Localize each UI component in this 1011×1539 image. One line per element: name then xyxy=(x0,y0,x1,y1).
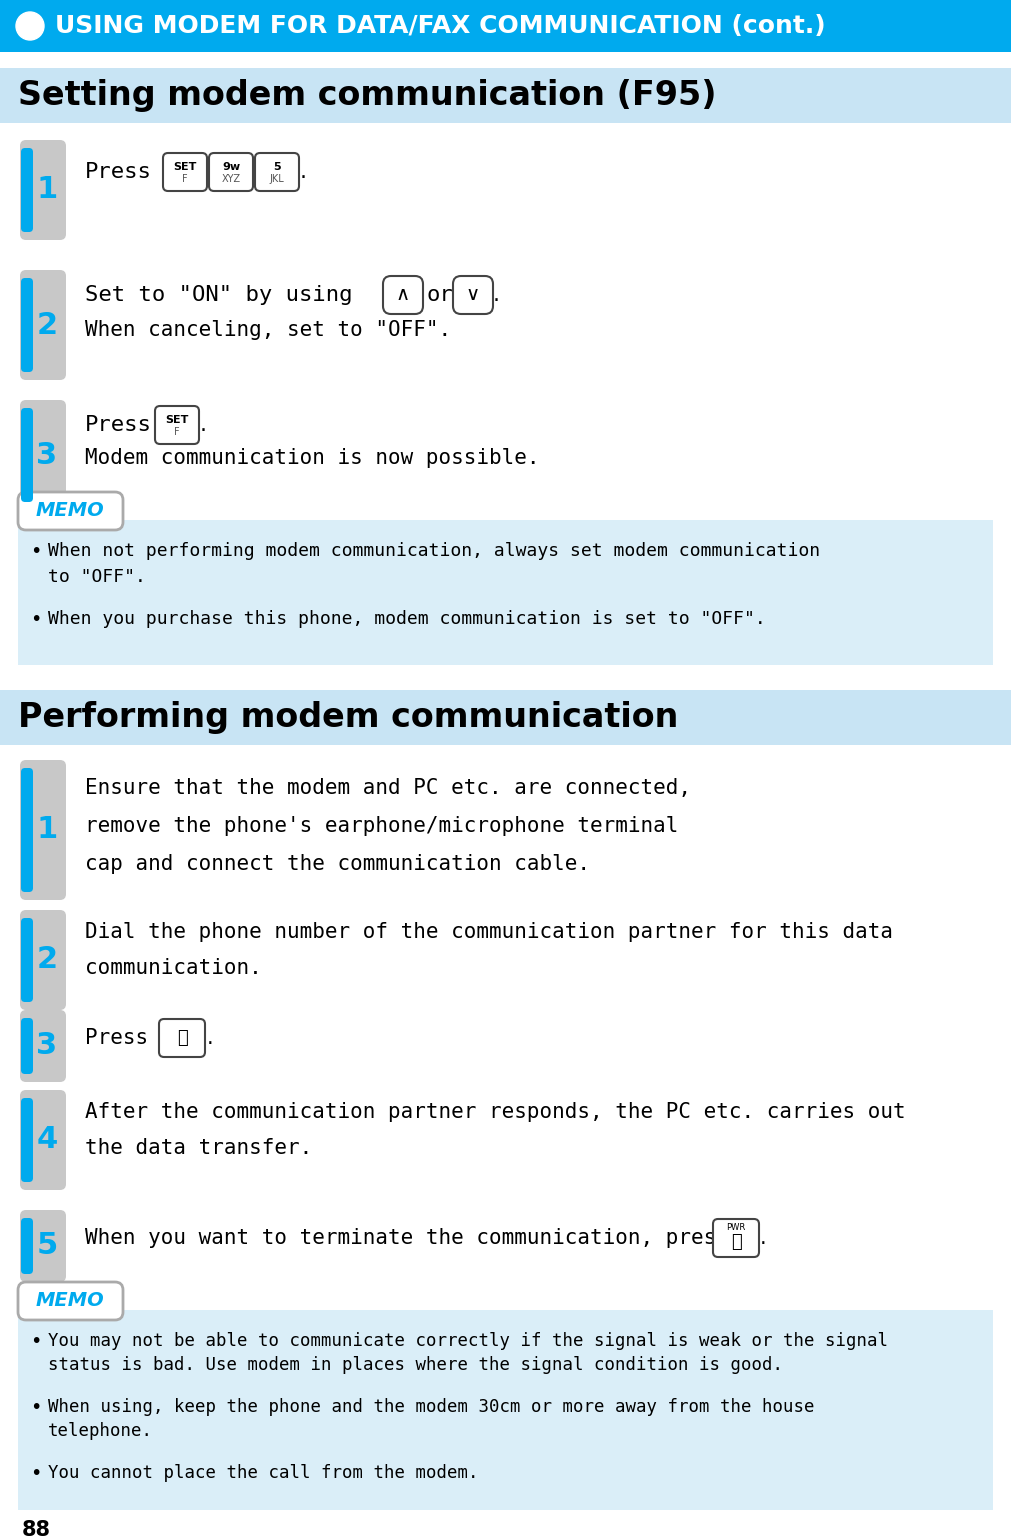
Text: •: • xyxy=(30,609,41,629)
Text: Press: Press xyxy=(85,162,152,182)
FancyBboxPatch shape xyxy=(21,1017,33,1074)
Text: .: . xyxy=(493,285,500,305)
FancyBboxPatch shape xyxy=(21,408,33,502)
Bar xyxy=(0,0,1011,52)
FancyBboxPatch shape xyxy=(20,760,66,900)
Text: 88: 88 xyxy=(22,1521,51,1539)
Text: .: . xyxy=(760,1228,766,1248)
Text: 4: 4 xyxy=(36,1125,58,1154)
Text: 9w: 9w xyxy=(222,162,240,172)
FancyBboxPatch shape xyxy=(255,152,299,191)
Text: Performing modem communication: Performing modem communication xyxy=(18,700,678,734)
Bar xyxy=(0,68,1011,123)
Text: F: F xyxy=(174,428,180,437)
Text: .: . xyxy=(300,162,307,182)
FancyBboxPatch shape xyxy=(21,148,33,232)
Text: Modem communication is now possible.: Modem communication is now possible. xyxy=(85,448,540,468)
Text: Ensure that the modem and PC etc. are connected,: Ensure that the modem and PC etc. are co… xyxy=(85,779,691,799)
Text: Press: Press xyxy=(85,1028,149,1048)
FancyBboxPatch shape xyxy=(383,275,423,314)
Bar xyxy=(0,689,1011,745)
Text: You cannot place the call from the modem.: You cannot place the call from the modem… xyxy=(48,1464,478,1482)
FancyBboxPatch shape xyxy=(21,1217,33,1274)
Text: 1: 1 xyxy=(36,175,58,205)
Text: When you want to terminate the communication, press: When you want to terminate the communica… xyxy=(85,1228,729,1248)
Text: cap and connect the communication cable.: cap and connect the communication cable. xyxy=(85,854,590,874)
FancyBboxPatch shape xyxy=(20,1090,66,1190)
Text: When you purchase this phone, modem communication is set to "OFF".: When you purchase this phone, modem comm… xyxy=(48,609,765,628)
FancyBboxPatch shape xyxy=(18,1282,123,1320)
Text: MEMO: MEMO xyxy=(35,1291,104,1311)
Text: or: or xyxy=(427,285,454,305)
Text: After the communication partner responds, the PC etc. carries out: After the communication partner responds… xyxy=(85,1102,906,1122)
Text: to "OFF".: to "OFF". xyxy=(48,568,146,586)
Text: Dial the phone number of the communication partner for this data: Dial the phone number of the communicati… xyxy=(85,922,893,942)
Text: USING MODEM FOR DATA/FAX COMMUNICATION (cont.): USING MODEM FOR DATA/FAX COMMUNICATION (… xyxy=(55,14,826,38)
Text: 3: 3 xyxy=(36,1031,58,1060)
Text: .: . xyxy=(207,1028,213,1048)
Circle shape xyxy=(16,12,44,40)
FancyBboxPatch shape xyxy=(21,917,33,1002)
FancyBboxPatch shape xyxy=(163,152,207,191)
Text: SET: SET xyxy=(166,416,189,425)
Text: ∨: ∨ xyxy=(466,286,480,305)
FancyBboxPatch shape xyxy=(20,1210,66,1282)
Text: Press: Press xyxy=(85,416,152,436)
FancyBboxPatch shape xyxy=(21,768,33,893)
Text: ⌒: ⌒ xyxy=(177,1030,187,1047)
FancyBboxPatch shape xyxy=(21,279,33,372)
Text: •: • xyxy=(30,1331,41,1351)
FancyBboxPatch shape xyxy=(20,269,66,380)
Text: .: . xyxy=(200,416,207,436)
FancyBboxPatch shape xyxy=(18,492,123,529)
Text: the data transfer.: the data transfer. xyxy=(85,1137,312,1157)
Text: Set to "ON" by using: Set to "ON" by using xyxy=(85,285,353,305)
Text: ⌒: ⌒ xyxy=(731,1233,741,1251)
FancyBboxPatch shape xyxy=(20,910,66,1010)
Text: •: • xyxy=(30,1464,41,1484)
Text: SET: SET xyxy=(173,162,197,172)
FancyBboxPatch shape xyxy=(20,140,66,240)
Text: JKL: JKL xyxy=(270,174,284,185)
Text: XYZ: XYZ xyxy=(221,174,241,185)
FancyBboxPatch shape xyxy=(20,400,66,509)
Text: 5: 5 xyxy=(273,162,281,172)
Text: 5: 5 xyxy=(36,1231,58,1260)
FancyBboxPatch shape xyxy=(159,1019,205,1057)
Text: 1: 1 xyxy=(36,816,58,845)
FancyBboxPatch shape xyxy=(20,1010,66,1082)
Text: 2: 2 xyxy=(36,945,58,974)
Text: remove the phone's earphone/microphone terminal: remove the phone's earphone/microphone t… xyxy=(85,816,678,836)
Text: When not performing modem communication, always set modem communication: When not performing modem communication,… xyxy=(48,542,820,560)
Text: You may not be able to communicate correctly if the signal is weak or the signal: You may not be able to communicate corre… xyxy=(48,1331,888,1350)
Bar xyxy=(18,1310,993,1510)
Text: F: F xyxy=(182,174,188,185)
FancyBboxPatch shape xyxy=(21,1097,33,1182)
Text: telephone.: telephone. xyxy=(48,1422,153,1441)
Text: communication.: communication. xyxy=(85,957,262,977)
Text: •: • xyxy=(30,1397,41,1417)
Text: •: • xyxy=(30,542,41,562)
Text: When canceling, set to "OFF".: When canceling, set to "OFF". xyxy=(85,320,451,340)
Text: MEMO: MEMO xyxy=(35,502,104,520)
Text: status is bad. Use modem in places where the signal condition is good.: status is bad. Use modem in places where… xyxy=(48,1356,783,1374)
FancyBboxPatch shape xyxy=(713,1219,759,1257)
Text: 2: 2 xyxy=(36,311,58,340)
Text: 3: 3 xyxy=(36,440,58,469)
Text: ∧: ∧ xyxy=(396,286,410,305)
Text: Setting modem communication (F95): Setting modem communication (F95) xyxy=(18,78,717,112)
FancyBboxPatch shape xyxy=(453,275,493,314)
FancyBboxPatch shape xyxy=(155,406,199,443)
FancyBboxPatch shape xyxy=(209,152,253,191)
Text: When using, keep the phone and the modem 30cm or more away from the house: When using, keep the phone and the modem… xyxy=(48,1397,815,1416)
Text: PWR: PWR xyxy=(726,1224,746,1233)
Bar xyxy=(18,520,993,665)
